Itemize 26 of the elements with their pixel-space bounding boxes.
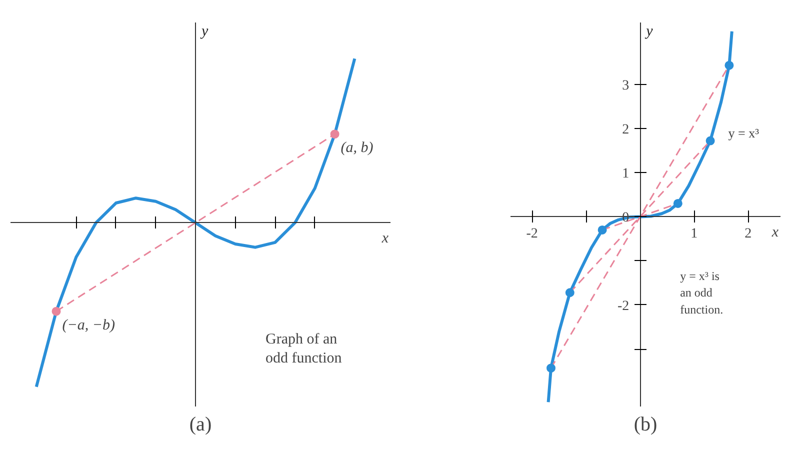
y-tick-label: -2: [617, 298, 630, 314]
y-tick-label: 0: [622, 210, 630, 226]
x-tick-label: -2: [526, 226, 538, 242]
point: [673, 198, 682, 208]
text: (b): [634, 414, 658, 436]
series-label: y = x³: [728, 125, 760, 140]
point: [565, 288, 574, 298]
annotation: (−a, −b): [62, 317, 115, 334]
annotation: y = x³ is an odd function.: [680, 268, 724, 316]
point: [546, 364, 556, 373]
line-series: [546, 30, 734, 404]
x-axis-title: x: [770, 224, 779, 241]
annotation: Graph of an odd function: [266, 331, 342, 366]
y-tick-label: 1: [622, 166, 630, 182]
text: (a): [189, 414, 212, 436]
y-tick-label: 3: [622, 78, 630, 94]
annotation: (a, b): [340, 140, 374, 156]
y-tick-label: 2: [622, 122, 630, 138]
x-axis-title: x: [380, 230, 389, 247]
x-tick-label: 2: [744, 226, 752, 242]
x-tick-label: 1: [690, 226, 698, 242]
point: [706, 136, 715, 146]
y-axis-title: y: [644, 24, 654, 40]
point: [724, 60, 734, 70]
y-axis-title: y: [200, 24, 209, 40]
point: [598, 225, 607, 234]
